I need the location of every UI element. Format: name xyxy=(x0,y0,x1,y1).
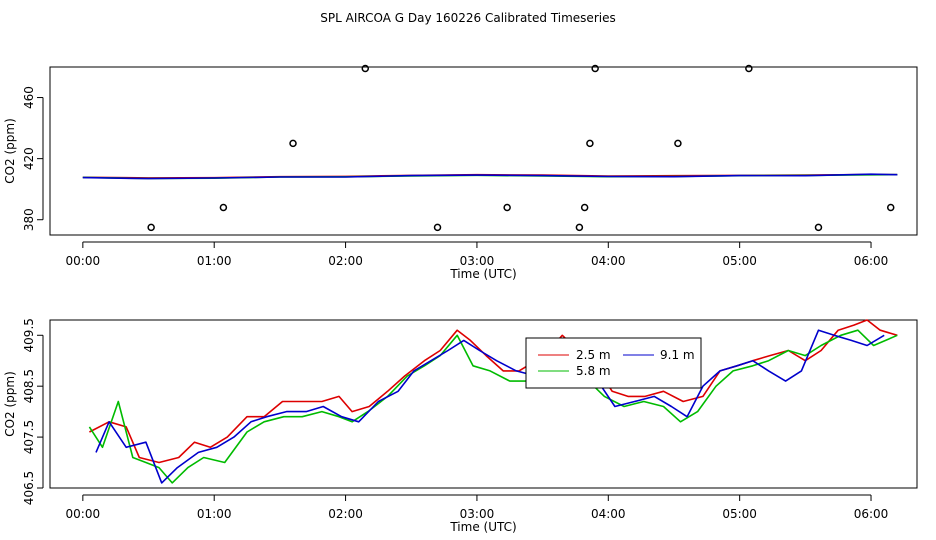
y-tick-label: 380 xyxy=(22,208,36,231)
plot-frame xyxy=(49,66,918,236)
bottom-panel: 00:00 01:00 02:00 03:00 04:00 05:00 06:00 Time … xyxy=(3,318,918,534)
x-tick-label: 02:00 xyxy=(328,254,363,268)
scatter-point xyxy=(219,203,228,212)
scatter-point xyxy=(745,64,753,73)
scatter-point xyxy=(503,203,511,212)
x-tick-label: 06:00 xyxy=(854,254,889,268)
top-panel: 00:00 01:00 02:00 03:00 04:00 05:00 06:00 Time … xyxy=(3,64,918,281)
y-tick-label: 408.5 xyxy=(22,369,36,403)
chart-title: SPL AIRCOA G Day 160226 Calibrated Times… xyxy=(320,11,615,25)
scatter-point xyxy=(147,223,155,232)
scatter-point xyxy=(433,223,442,232)
series-line-9-1-m xyxy=(82,173,898,180)
plot-frame xyxy=(49,319,918,489)
legend-box xyxy=(525,337,702,389)
y-tick-label: 420 xyxy=(22,147,36,170)
y-tick-label: 407.5 xyxy=(22,420,36,454)
x-tick-label: 00:00 xyxy=(66,254,101,268)
scatter-point xyxy=(361,64,370,73)
legend-label: 9.1 m xyxy=(660,348,695,362)
x-axis-title: Time (UTC) xyxy=(449,267,516,281)
series-line-5-8-m xyxy=(88,329,898,484)
y-axis-title: CO2 (ppm) xyxy=(3,371,17,437)
x-axis-title: Time (UTC) xyxy=(449,520,516,534)
scatter-point xyxy=(575,223,584,232)
series-line-9-1-m xyxy=(95,329,885,484)
x-tick-label: 03:00 xyxy=(460,254,495,268)
legend-label: 2.5 m xyxy=(576,348,611,362)
x-tick-label: 01:00 xyxy=(197,254,232,268)
scatter-point xyxy=(674,139,682,148)
y-tick-label: 409.5 xyxy=(22,318,36,352)
x-tick-label: 00:00 xyxy=(66,507,101,521)
legend: 2.5 m 9.1 m 5.8 m xyxy=(525,337,702,389)
scatter-point xyxy=(814,223,823,232)
x-tick-label: 06:00 xyxy=(854,507,889,521)
y-tick-label: 460 xyxy=(22,86,36,109)
scatter-point xyxy=(580,203,589,212)
x-tick-label: 04:00 xyxy=(591,507,626,521)
x-tick-label: 02:00 xyxy=(328,507,363,521)
scatter-point xyxy=(289,139,297,148)
series-line-2-5-m xyxy=(89,319,898,464)
y-tick-label: 406.5 xyxy=(22,471,36,505)
x-tick-label: 03:00 xyxy=(460,507,495,521)
legend-label: 5.8 m xyxy=(576,364,611,378)
x-tick-label: 05:00 xyxy=(722,254,757,268)
scatter-point xyxy=(591,64,599,73)
scatter-point xyxy=(886,203,895,212)
y-axis-title: CO2 (ppm) xyxy=(3,118,17,184)
scatter-point xyxy=(586,139,594,148)
x-tick-label: 01:00 xyxy=(197,507,232,521)
x-tick-label: 04:00 xyxy=(591,254,626,268)
x-tick-label: 05:00 xyxy=(722,507,757,521)
